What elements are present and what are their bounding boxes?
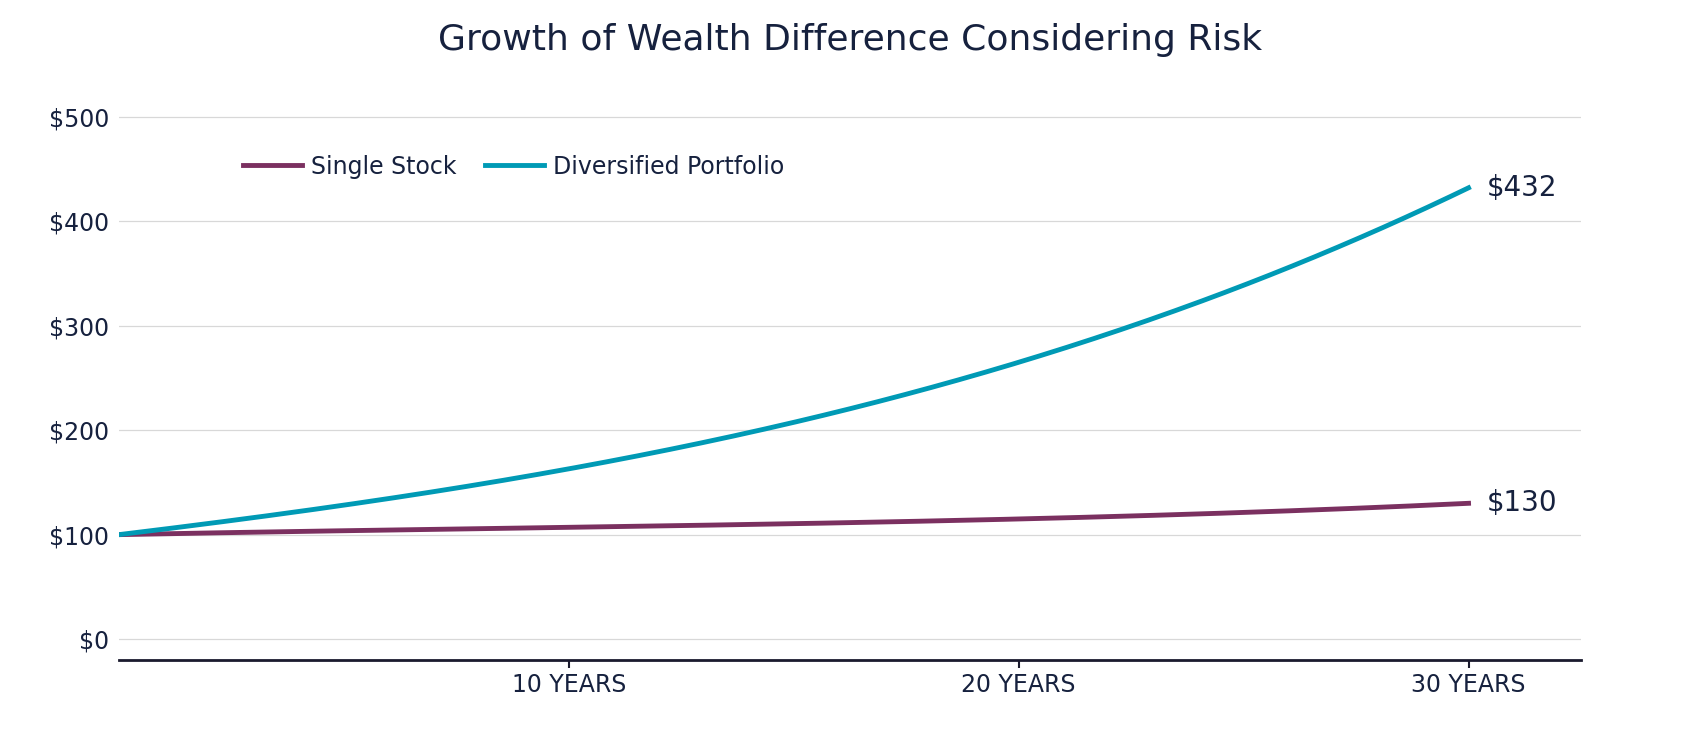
Legend: Single Stock, Diversified Portfolio: Single Stock, Diversified Portfolio [233,146,794,188]
Title: Growth of Wealth Difference Considering Risk: Growth of Wealth Difference Considering … [439,23,1261,57]
Text: $130: $130 [1486,489,1557,518]
Text: $432: $432 [1486,174,1557,202]
